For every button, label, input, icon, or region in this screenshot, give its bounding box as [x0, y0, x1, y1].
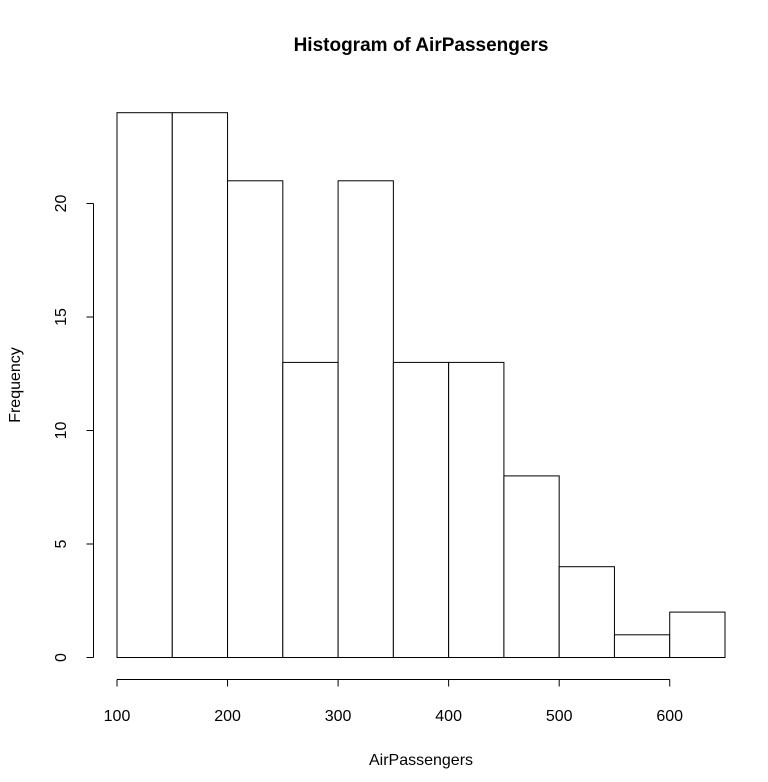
y-axis-title: Frequency [7, 347, 24, 423]
x-tick-label-400: 400 [435, 708, 462, 725]
y-tick-label-10: 10 [53, 422, 70, 440]
histogram-bar-450-500 [503, 475, 560, 658]
histogram-bar-400-450 [448, 361, 505, 658]
chart-title: Histogram of AirPassengers [294, 35, 549, 56]
x-axis-title: AirPassengers [369, 752, 473, 769]
y-tick-label-20: 20 [53, 195, 70, 213]
histogram-bar-200-250 [227, 180, 284, 659]
x-tick-label-200: 200 [214, 708, 241, 725]
x-tick-label-300: 300 [325, 708, 352, 725]
x-tick-label-100: 100 [104, 708, 131, 725]
histogram-bar-600-650 [669, 611, 726, 658]
histogram-bar-350-400 [392, 361, 450, 658]
y-tick-label-0: 0 [53, 653, 70, 662]
y-tick-label-15: 15 [53, 308, 70, 326]
histogram-bar-150-200 [171, 112, 229, 658]
histogram-bar-250-300 [282, 361, 339, 658]
histogram-bar-550-600 [613, 634, 671, 658]
y-axis: 0 5 10 15 20 [53, 195, 94, 662]
histogram-bar-100-150 [116, 112, 173, 658]
histogram-bar-500-550 [558, 566, 615, 659]
y-tick-label-5: 5 [53, 539, 70, 548]
histogram-bar-300-350 [337, 180, 394, 659]
x-axis: 100 200 300 400 500 600 [104, 679, 683, 725]
x-tick-label-600: 600 [656, 708, 683, 725]
x-tick-label-500: 500 [546, 708, 573, 725]
bars-layer [116, 112, 726, 659]
